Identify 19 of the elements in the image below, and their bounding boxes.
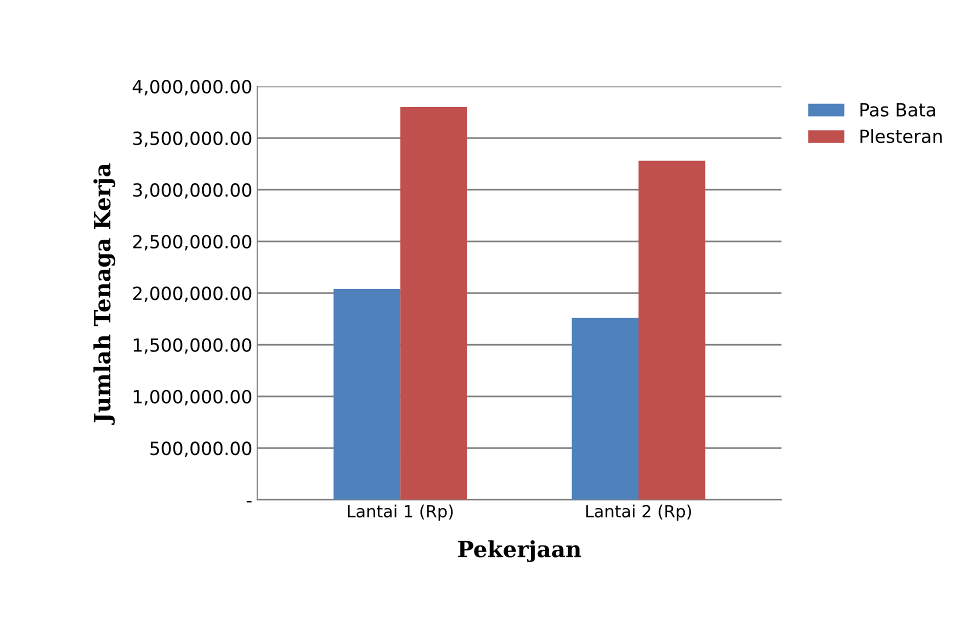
x-tick-label: Lantai 1 (Rp) [348, 504, 453, 521]
bar [572, 318, 639, 500]
x-tick-label: Lantai 2 (Rp) [586, 504, 691, 521]
legend-label: Pas Bata [860, 103, 935, 117]
y-tick-label: 3,000,000.00 [133, 183, 252, 199]
y-tick-label: 2,000,000.00 [133, 286, 252, 302]
y-tick-label: 4,000,000.00 [132, 80, 252, 96]
x-axis-title: Pekerjaan [458, 540, 582, 562]
y-tick-label: 500,000.00 [150, 442, 252, 458]
y-axis-title: Jumlah Tenaga Kerja [93, 163, 116, 425]
y-tick-label: 2,500,000.00 [133, 234, 252, 250]
y-tick-label: 1,000,000.00 [134, 390, 252, 406]
bar [400, 107, 467, 500]
y-tick-label: 3,500,000.00 [133, 132, 252, 148]
bar [334, 288, 400, 500]
legend-label: Plesteran [860, 129, 942, 144]
y-tick-label: - [246, 500, 252, 502]
bar [638, 160, 706, 500]
y-tick-label: 1,500,000.00 [134, 338, 252, 354]
